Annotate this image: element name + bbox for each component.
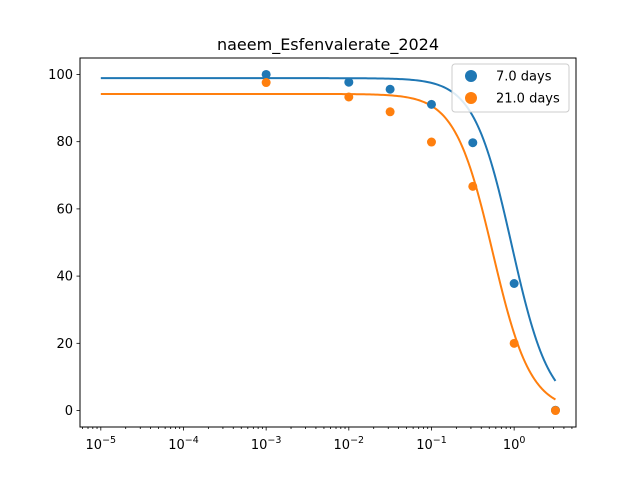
y-tick-label: 20	[56, 337, 73, 352]
point-series-0-2	[385, 84, 395, 94]
x-tick-label: 10−3	[251, 435, 282, 453]
point-series-0-1	[344, 77, 354, 87]
point-series-1-1	[344, 92, 354, 102]
point-series-1-6	[550, 406, 560, 416]
y-tick-label: 80	[56, 135, 73, 150]
legend-label-7-days: 7.0 days	[496, 70, 552, 85]
legend-box	[451, 63, 570, 113]
legend-label-21-days: 21.0 days	[496, 92, 560, 107]
point-series-1-0	[261, 78, 271, 88]
fit-line-series-1	[100, 92, 556, 401]
point-series-0-0	[261, 69, 271, 79]
x-tick-label: 10−4	[168, 435, 199, 453]
y-tick-label: 100	[48, 68, 73, 83]
point-series-0-3	[426, 99, 436, 109]
x-axis: 10−5 10−4 10−3 10−2 10−1 100	[82, 427, 573, 453]
point-series-1-4	[468, 181, 478, 191]
x-tick-label: 10−2	[334, 435, 365, 453]
legend-marker-21-days	[465, 92, 477, 104]
y-tick-label: 0	[65, 404, 73, 419]
point-series-0-5	[509, 279, 519, 288]
legend: 7.0 days 21.0 days	[451, 63, 570, 113]
y-tick-label: 60	[56, 202, 73, 217]
fit-lines	[100, 77, 557, 401]
x-tick-label: 10−5	[86, 435, 117, 453]
data-points	[261, 69, 560, 416]
y-tick-label: 40	[56, 270, 73, 285]
legend-marker-7-days	[465, 70, 477, 82]
x-tick-label: 10−1	[416, 435, 447, 453]
point-series-1-5	[509, 338, 519, 348]
fit-line-series-0	[100, 77, 557, 382]
point-series-0-4	[468, 138, 478, 148]
x-tick-label: 100	[503, 435, 526, 453]
plot-frame	[79, 57, 577, 428]
point-series-1-2	[385, 107, 395, 117]
y-axis: 0 20 40 60 80 100	[48, 68, 80, 419]
chart-title: naeem_Esfenvalerate_2024	[217, 35, 439, 55]
point-series-1-3	[426, 137, 436, 147]
